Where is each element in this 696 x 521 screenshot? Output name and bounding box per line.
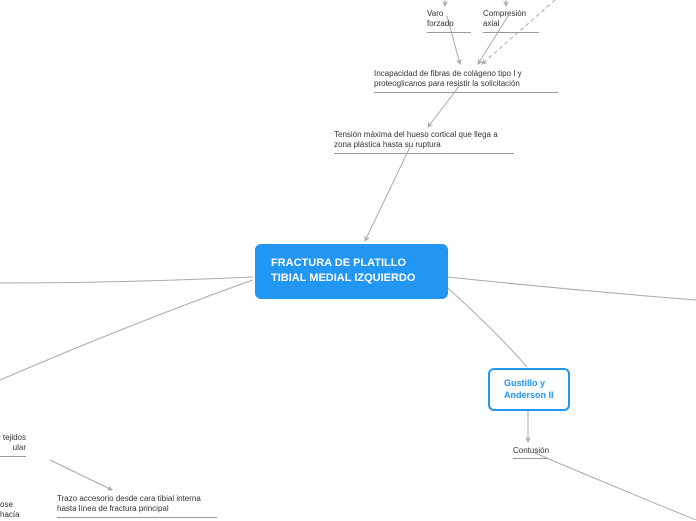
node-gustillo[interactable]: Gustillo y Anderson II [488,368,570,411]
node-tejidos: tejidos ular [0,433,26,457]
node-text: tejidos ular [3,433,26,452]
outlined-text: Gustillo y Anderson II [504,378,554,400]
node-text: ose hacía [0,500,20,519]
node-text: Compresión axial [483,9,526,28]
node-compresion-axial: Compresión axial [483,9,539,33]
node-trazo: Trazo accesorio desde cara tibial intern… [57,494,217,518]
node-nose-hacia: ose hacía [0,500,30,521]
node-text: Tensión máxima del hueso cortical que ll… [334,130,498,149]
node-text: Incapacidad de fibras de colágeno tipo I… [374,69,522,88]
central-label: FRACTURA DE PLATILLO TIBIAL MEDIAL IZQUI… [271,257,415,284]
node-contusion: Contusión [513,446,547,459]
node-text: Contusión [513,446,549,455]
node-incapacidad: Incapacidad de fibras de colágeno tipo I… [374,69,558,93]
central-node[interactable]: FRACTURA DE PLATILLO TIBIAL MEDIAL IZQUI… [255,244,448,299]
node-varo-forzado: Varo forzado [427,9,471,33]
node-text: Varo forzado [427,9,454,28]
node-text: Trazo accesorio desde cara tibial intern… [57,494,201,513]
node-tension: Tensión máxima del hueso cortical que ll… [334,130,514,154]
